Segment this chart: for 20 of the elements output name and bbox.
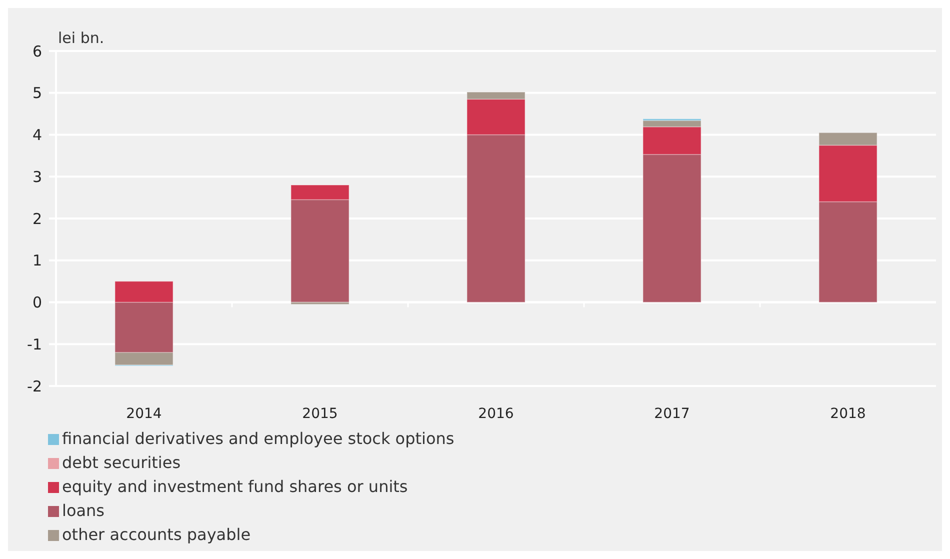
x-tick-label: 2014 <box>126 406 162 422</box>
legend-label: other accounts payable <box>62 525 251 544</box>
legend-label: debt securities <box>62 453 181 472</box>
y-tick-label: 0 <box>32 294 42 312</box>
x-tick-label: 2018 <box>830 406 866 422</box>
y-tick-label: 6 <box>32 42 42 60</box>
legend-label: equity and investment fund shares or units <box>62 477 408 496</box>
legend-label: loans <box>62 501 105 520</box>
y-tick-label: 1 <box>32 252 42 270</box>
y-tick-label: 2 <box>32 210 42 228</box>
y-tick-label: -2 <box>27 377 42 396</box>
legend-label: financial derivatives and employee stock options <box>62 429 454 448</box>
x-tick-label: 2016 <box>478 406 514 422</box>
y-tick-label: 5 <box>32 84 42 102</box>
y-tick-label: 3 <box>32 168 42 186</box>
y-tick-label: -1 <box>27 335 42 354</box>
y-tick-label: 4 <box>32 126 42 144</box>
x-tick-label: 2015 <box>302 406 338 422</box>
y-axis-title: lei bn. <box>58 29 104 47</box>
x-tick-label: 2017 <box>654 406 690 422</box>
